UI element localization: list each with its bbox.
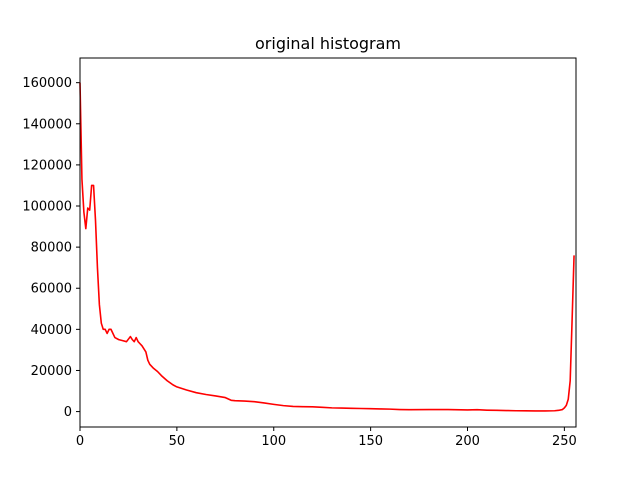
y-tick-label: 0 [64, 405, 72, 420]
x-tick-label: 150 [358, 434, 383, 449]
x-axis: 0 50 100 150 200 250 [76, 427, 577, 449]
y-tick-label: 160000 [22, 76, 72, 91]
y-tick-label: 140000 [22, 117, 72, 132]
x-tick-label: 250 [552, 434, 577, 449]
y-tick-label: 20000 [31, 364, 72, 379]
x-tick-label: 100 [261, 434, 286, 449]
histogram-line [79, 82, 575, 412]
x-tick-label: 0 [76, 434, 84, 449]
chart-title: original histogram [255, 34, 401, 53]
x-tick-label: 200 [455, 434, 480, 449]
y-tick-label: 80000 [31, 241, 72, 256]
series-layer [79, 82, 575, 412]
x-tick-label: 50 [169, 434, 186, 449]
y-tick-label: 120000 [22, 158, 72, 173]
plot-frame [79, 57, 577, 428]
y-axis: 0 20000 40000 60000 80000 100000 120000 140000 1… [22, 76, 80, 420]
y-tick-label: 40000 [31, 323, 72, 338]
y-tick-label: 100000 [22, 200, 72, 215]
y-tick-label: 60000 [31, 282, 72, 297]
